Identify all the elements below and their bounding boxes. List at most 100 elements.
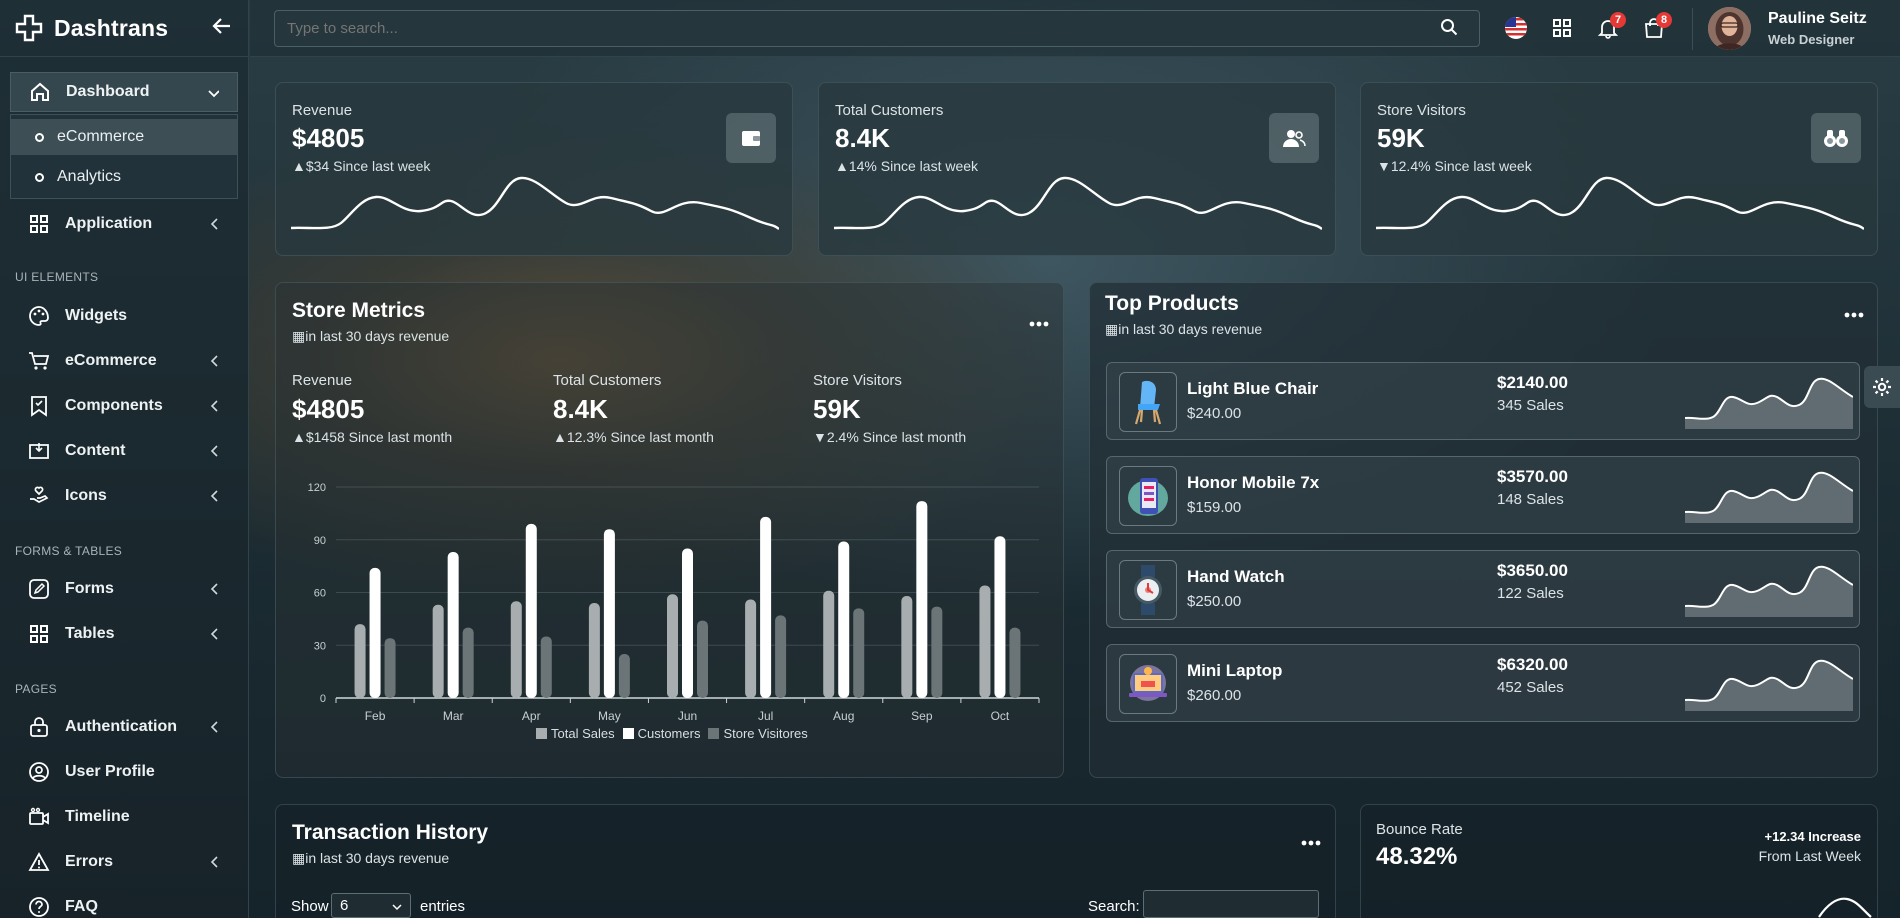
cart-icon	[28, 350, 50, 372]
settings-toggle[interactable]	[1864, 366, 1900, 408]
kpi-change: ▲$34 Since last week	[292, 158, 430, 174]
kpi-change: ▼12.4% Since last week	[1377, 158, 1532, 174]
triangle-down-icon: ▼	[1377, 158, 1391, 174]
sidebar-item-ecommerce[interactable]: eCommerce	[10, 341, 238, 381]
product-name: Honor Mobile 7x	[1187, 473, 1320, 492]
sidebar-item-label: Dashboard	[66, 83, 150, 100]
product-row[interactable]: Mini Laptop $260.00 $6320.00 452 Sales	[1106, 644, 1860, 722]
sidebar-item-faq[interactable]: FAQ	[10, 887, 238, 918]
x-tick-label: Oct	[991, 709, 1010, 723]
sidebar-item-authentication[interactable]: Authentication	[10, 707, 238, 747]
apps-grid-icon[interactable]	[1550, 16, 1574, 40]
sidebar-item-application[interactable]: Application	[10, 204, 238, 244]
chevron-down-icon	[208, 90, 219, 98]
bar-store-visitores	[931, 606, 943, 698]
section-label-ui: UI ELEMENTS	[15, 270, 99, 284]
sidebar-item-label: Application	[65, 215, 153, 232]
product-price: $260.00	[1187, 687, 1242, 704]
arrow-left-icon[interactable]	[212, 16, 232, 36]
notifications-button[interactable]: 7	[1596, 12, 1626, 40]
kpi-sparkline	[1376, 176, 1864, 230]
bar-customers	[525, 523, 537, 698]
sidebar-item-label: Authentication	[65, 718, 177, 735]
search-input[interactable]	[274, 10, 1480, 47]
y-tick-label: 30	[314, 640, 326, 652]
sidebar-item-dashboard[interactable]: Dashboard	[10, 72, 238, 112]
product-sparkline	[1685, 471, 1853, 523]
product-row[interactable]: Hand Watch $250.00 $3650.00 122 Sales	[1106, 550, 1860, 628]
legend-label: Customers	[637, 726, 701, 741]
bar-total-sales	[823, 590, 835, 698]
metric-label: Store Visitors	[813, 372, 902, 389]
sidebar-item-content[interactable]: Content	[10, 431, 238, 471]
product-sales: 345 Sales	[1497, 397, 1564, 414]
sidebar-subitem-ecommerce[interactable]: eCommerce	[11, 119, 237, 155]
flag-us-icon[interactable]	[1504, 16, 1528, 40]
product-row[interactable]: Light Blue Chair $240.00 $2140.00 345 Sa…	[1106, 362, 1860, 440]
search-icon[interactable]	[1440, 18, 1458, 36]
edit-icon	[28, 578, 50, 600]
y-tick-label: 60	[314, 588, 326, 600]
product-total: $2140.00	[1497, 373, 1568, 392]
user-name[interactable]: Pauline Seitz	[1768, 10, 1867, 27]
x-tick-label: Feb	[365, 709, 386, 723]
product-row[interactable]: Honor Mobile 7x $159.00 $3570.00 148 Sal…	[1106, 456, 1860, 534]
more-options-icon[interactable]	[1300, 839, 1322, 847]
more-options-icon[interactable]	[1843, 311, 1865, 319]
metric-value: 8.4K	[553, 394, 608, 424]
bounce-from: From Last Week	[1758, 848, 1861, 864]
table-search-input[interactable]	[1143, 890, 1319, 918]
bar-store-visitores	[540, 636, 552, 698]
chevron-left-icon	[210, 400, 218, 412]
bounce-title: Bounce Rate	[1376, 821, 1463, 838]
watch-icon	[1119, 560, 1177, 620]
bar-store-visitores	[384, 638, 396, 698]
kpi-value: 59K	[1377, 123, 1425, 153]
bar-store-visitores	[462, 627, 474, 698]
metric-change-text: $1458 Since last month	[305, 429, 453, 445]
cart-badge: 8	[1656, 12, 1672, 28]
y-tick-label: 90	[314, 535, 326, 547]
kpi-sparkline	[834, 176, 1322, 230]
x-tick-label: Mar	[443, 709, 464, 723]
sidebar-item-tables[interactable]: Tables	[10, 614, 238, 654]
bounce-increase: +12.34 Increase	[1764, 829, 1862, 844]
sidebar-item-user-profile[interactable]: User Profile	[10, 752, 238, 792]
kpi-title: Revenue	[292, 102, 353, 119]
sidebar-item-errors[interactable]: Errors	[10, 842, 238, 882]
product-name: Hand Watch	[1187, 567, 1285, 586]
section-label-pages: PAGES	[15, 682, 57, 696]
binoculars-icon	[1811, 113, 1861, 163]
legend-swatch-customers	[622, 728, 634, 739]
x-tick-label: May	[598, 709, 621, 723]
chevron-down-icon	[392, 904, 402, 911]
bounce-rate-card: Bounce Rate 48.32% +12.34 Increase From …	[1360, 804, 1878, 918]
avatar[interactable]	[1708, 7, 1751, 50]
legend-swatch-visitors	[708, 728, 720, 739]
bar-total-sales	[432, 604, 444, 698]
show-label: Show	[291, 898, 329, 915]
kpi-sparkline	[291, 176, 779, 230]
sidebar-item-label: Forms	[65, 580, 114, 597]
entries-select[interactable]: 6	[331, 893, 411, 918]
sidebar-item-timeline[interactable]: Timeline	[10, 797, 238, 837]
sidebar-item-forms[interactable]: Forms	[10, 569, 238, 609]
cart-button[interactable]: 8	[1642, 12, 1672, 40]
sidebar-item-icons[interactable]: Icons	[10, 476, 238, 516]
search-label: Search:	[1088, 898, 1140, 915]
more-options-icon[interactable]	[1028, 320, 1050, 328]
bar-total-sales	[588, 603, 600, 698]
metric-value: $4805	[292, 394, 365, 424]
sidebar: Dashtrans Dashboard eCommerce Analytics …	[0, 0, 249, 918]
bar-total-sales	[510, 601, 522, 698]
table-grid-icon	[28, 623, 50, 645]
sidebar-item-widgets[interactable]: Widgets	[10, 296, 238, 336]
kpi-change: ▲14% Since last week	[835, 158, 978, 174]
triangle-down-icon: ▼	[813, 429, 827, 445]
sidebar-item-components[interactable]: Components	[10, 386, 238, 426]
sidebar-item-label: eCommerce	[65, 352, 157, 369]
product-total: $3650.00	[1497, 561, 1568, 580]
card-title: Store Metrics	[292, 299, 426, 322]
divider	[1692, 8, 1693, 50]
sidebar-subitem-analytics[interactable]: Analytics	[11, 159, 237, 195]
